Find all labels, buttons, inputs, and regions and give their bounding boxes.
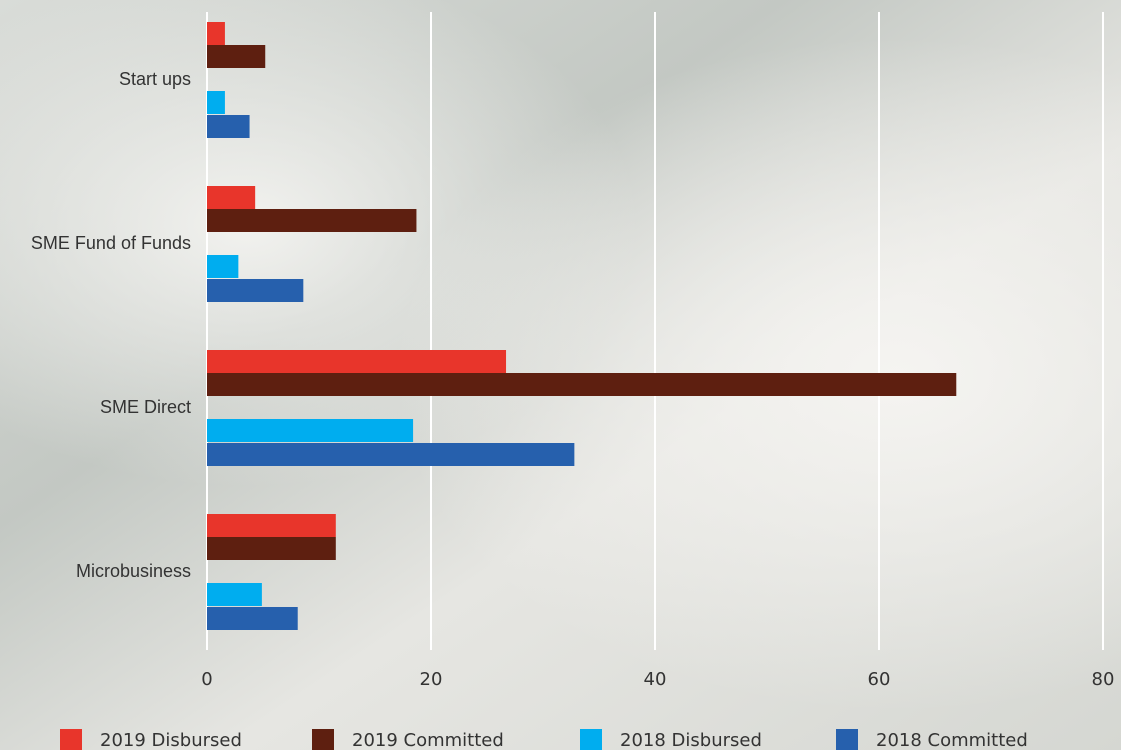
bar bbox=[207, 607, 298, 630]
bar bbox=[207, 583, 262, 606]
bar bbox=[207, 91, 225, 114]
bar bbox=[207, 443, 575, 466]
legend-label: 2018 Committed bbox=[876, 730, 1028, 750]
bar bbox=[207, 255, 239, 278]
bar bbox=[207, 186, 256, 209]
x-tick-label: 80 bbox=[1092, 669, 1115, 690]
category-label: Microbusiness bbox=[76, 561, 191, 581]
bar bbox=[207, 537, 336, 560]
legend-label: 2019 Committed bbox=[352, 730, 504, 750]
legend-swatch bbox=[312, 729, 334, 750]
category-label: SME Fund of Funds bbox=[31, 233, 191, 253]
legend-label: 2019 Disbursed bbox=[100, 730, 242, 750]
bar bbox=[207, 209, 417, 232]
category-label: Start ups bbox=[119, 69, 191, 89]
bar bbox=[207, 22, 225, 45]
bar bbox=[207, 350, 507, 373]
bar bbox=[207, 514, 336, 537]
legend-swatch bbox=[580, 729, 602, 750]
x-tick-label: 20 bbox=[420, 669, 443, 690]
legend-swatch bbox=[60, 729, 82, 750]
x-tick-label: 0 bbox=[201, 669, 212, 690]
bar bbox=[207, 419, 414, 442]
legend-label: 2018 Disbursed bbox=[620, 730, 762, 750]
category-label: SME Direct bbox=[100, 397, 191, 417]
legend-swatch bbox=[836, 729, 858, 750]
x-tick-label: 40 bbox=[644, 669, 667, 690]
x-tick-label: 60 bbox=[868, 669, 891, 690]
bar bbox=[207, 279, 304, 302]
bar bbox=[207, 45, 266, 68]
bar bbox=[207, 373, 957, 396]
bar bbox=[207, 115, 250, 138]
